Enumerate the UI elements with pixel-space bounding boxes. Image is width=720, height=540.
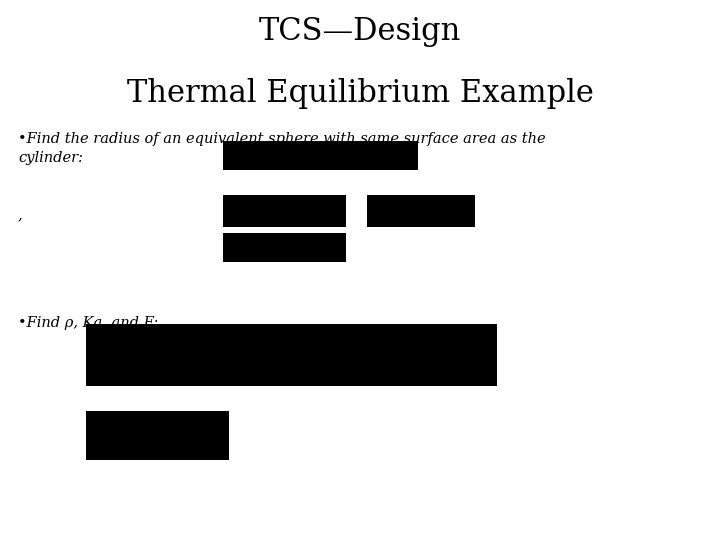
Text: Thermal Equilibrium Example: Thermal Equilibrium Example (127, 78, 593, 109)
Text: TCS—Design: TCS—Design (258, 16, 462, 47)
Bar (223, 233, 346, 262)
Text: •Find the radius of an equivalent sphere with same surface area as the: •Find the radius of an equivalent sphere… (18, 132, 546, 146)
Bar (223, 141, 418, 170)
Bar (86, 411, 229, 460)
Bar (86, 324, 497, 386)
Text: cylinder:: cylinder: (18, 151, 83, 165)
Text: •Find ρ, Ka, and F:: •Find ρ, Ka, and F: (18, 316, 158, 330)
Bar (223, 195, 346, 227)
Text: ,: , (18, 208, 22, 222)
Bar (367, 195, 475, 227)
